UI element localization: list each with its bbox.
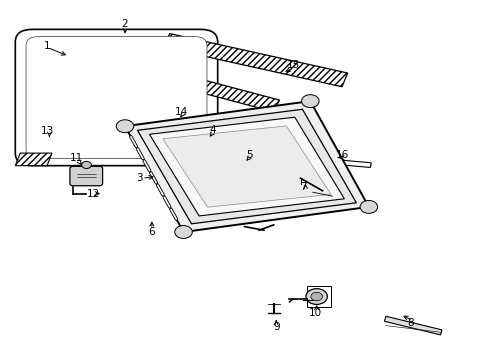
- Text: 15: 15: [286, 60, 299, 70]
- Circle shape: [359, 201, 377, 213]
- Polygon shape: [152, 68, 279, 112]
- Polygon shape: [149, 117, 344, 216]
- Text: 6: 6: [148, 227, 155, 237]
- Polygon shape: [321, 158, 370, 167]
- Text: 3: 3: [136, 173, 142, 183]
- Text: 16: 16: [335, 150, 348, 160]
- Polygon shape: [15, 153, 52, 166]
- Text: 10: 10: [308, 308, 321, 318]
- Text: 14: 14: [174, 107, 187, 117]
- FancyBboxPatch shape: [26, 37, 206, 158]
- Circle shape: [174, 226, 192, 238]
- Text: 9: 9: [272, 322, 279, 332]
- Text: 5: 5: [245, 150, 252, 160]
- Polygon shape: [163, 33, 347, 87]
- Text: 12: 12: [86, 189, 100, 199]
- Circle shape: [81, 161, 91, 168]
- Text: 7: 7: [299, 182, 305, 192]
- Text: 11: 11: [69, 153, 83, 163]
- Text: 2: 2: [122, 19, 128, 29]
- FancyBboxPatch shape: [70, 166, 102, 186]
- Text: 1: 1: [43, 41, 50, 50]
- Circle shape: [305, 289, 327, 305]
- Polygon shape: [384, 316, 441, 335]
- Circle shape: [310, 292, 322, 301]
- Circle shape: [301, 95, 319, 108]
- Text: 8: 8: [406, 319, 413, 328]
- Polygon shape: [137, 109, 356, 224]
- Circle shape: [116, 120, 134, 133]
- Text: 4: 4: [209, 125, 216, 135]
- Polygon shape: [163, 126, 330, 207]
- Polygon shape: [125, 101, 368, 232]
- Text: 13: 13: [41, 126, 54, 135]
- FancyBboxPatch shape: [15, 30, 217, 166]
